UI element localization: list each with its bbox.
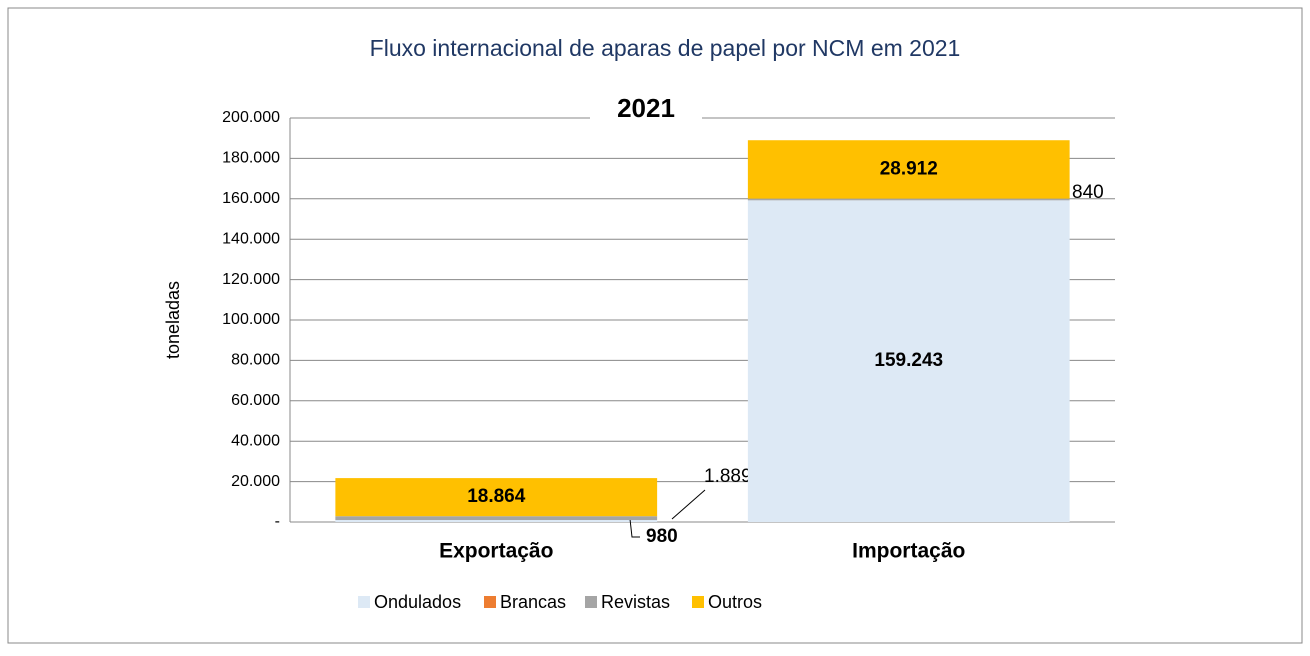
legend-label: Ondulados <box>374 592 461 612</box>
legend-label: Brancas <box>500 592 566 612</box>
legend-swatch <box>484 596 496 608</box>
data-label: 980 <box>646 526 678 547</box>
y-tick-label: 40.000 <box>231 432 280 449</box>
leader-line <box>671 489 706 520</box>
legend-label: Outros <box>708 592 762 612</box>
y-axis-label: toneladas <box>163 281 183 359</box>
x-tick-label: Importação <box>852 540 965 563</box>
y-tick-label: 80.000 <box>231 352 280 369</box>
y-tick-label: 180.000 <box>222 150 280 167</box>
bar-segment <box>747 198 1070 201</box>
bar-segment <box>335 520 658 522</box>
data-label: 18.864 <box>467 486 526 507</box>
bar-segment <box>747 200 1070 522</box>
y-tick-label: 60.000 <box>231 392 280 409</box>
annotation-bg <box>590 100 702 136</box>
data-label: 159.243 <box>874 350 943 371</box>
bar-segment <box>335 478 658 517</box>
y-tick-label: 140.000 <box>222 230 280 247</box>
legend-swatch <box>585 596 597 608</box>
y-tick-label: 160.000 <box>222 190 280 207</box>
bar-segment <box>747 140 1070 199</box>
leader-line <box>629 518 640 538</box>
chart-title: Fluxo internacional de aparas de papel p… <box>370 35 961 61</box>
legend-swatch <box>358 596 370 608</box>
y-tick-label: 120.000 <box>222 271 280 288</box>
annotation: 2021 <box>617 93 675 123</box>
y-tick-label: - <box>275 513 280 530</box>
legend-label: Revistas <box>601 592 670 612</box>
data-label: 1.889 <box>704 466 752 487</box>
data-label: 28.912 <box>880 158 938 179</box>
y-tick-label: 100.000 <box>222 311 280 328</box>
y-tick-label: 200.000 <box>222 109 280 126</box>
bar-segment <box>335 516 658 521</box>
data-label: 840 <box>1072 182 1104 203</box>
x-tick-label: Exportação <box>439 540 553 563</box>
legend-swatch <box>692 596 704 608</box>
y-tick-label: 20.000 <box>231 473 280 490</box>
